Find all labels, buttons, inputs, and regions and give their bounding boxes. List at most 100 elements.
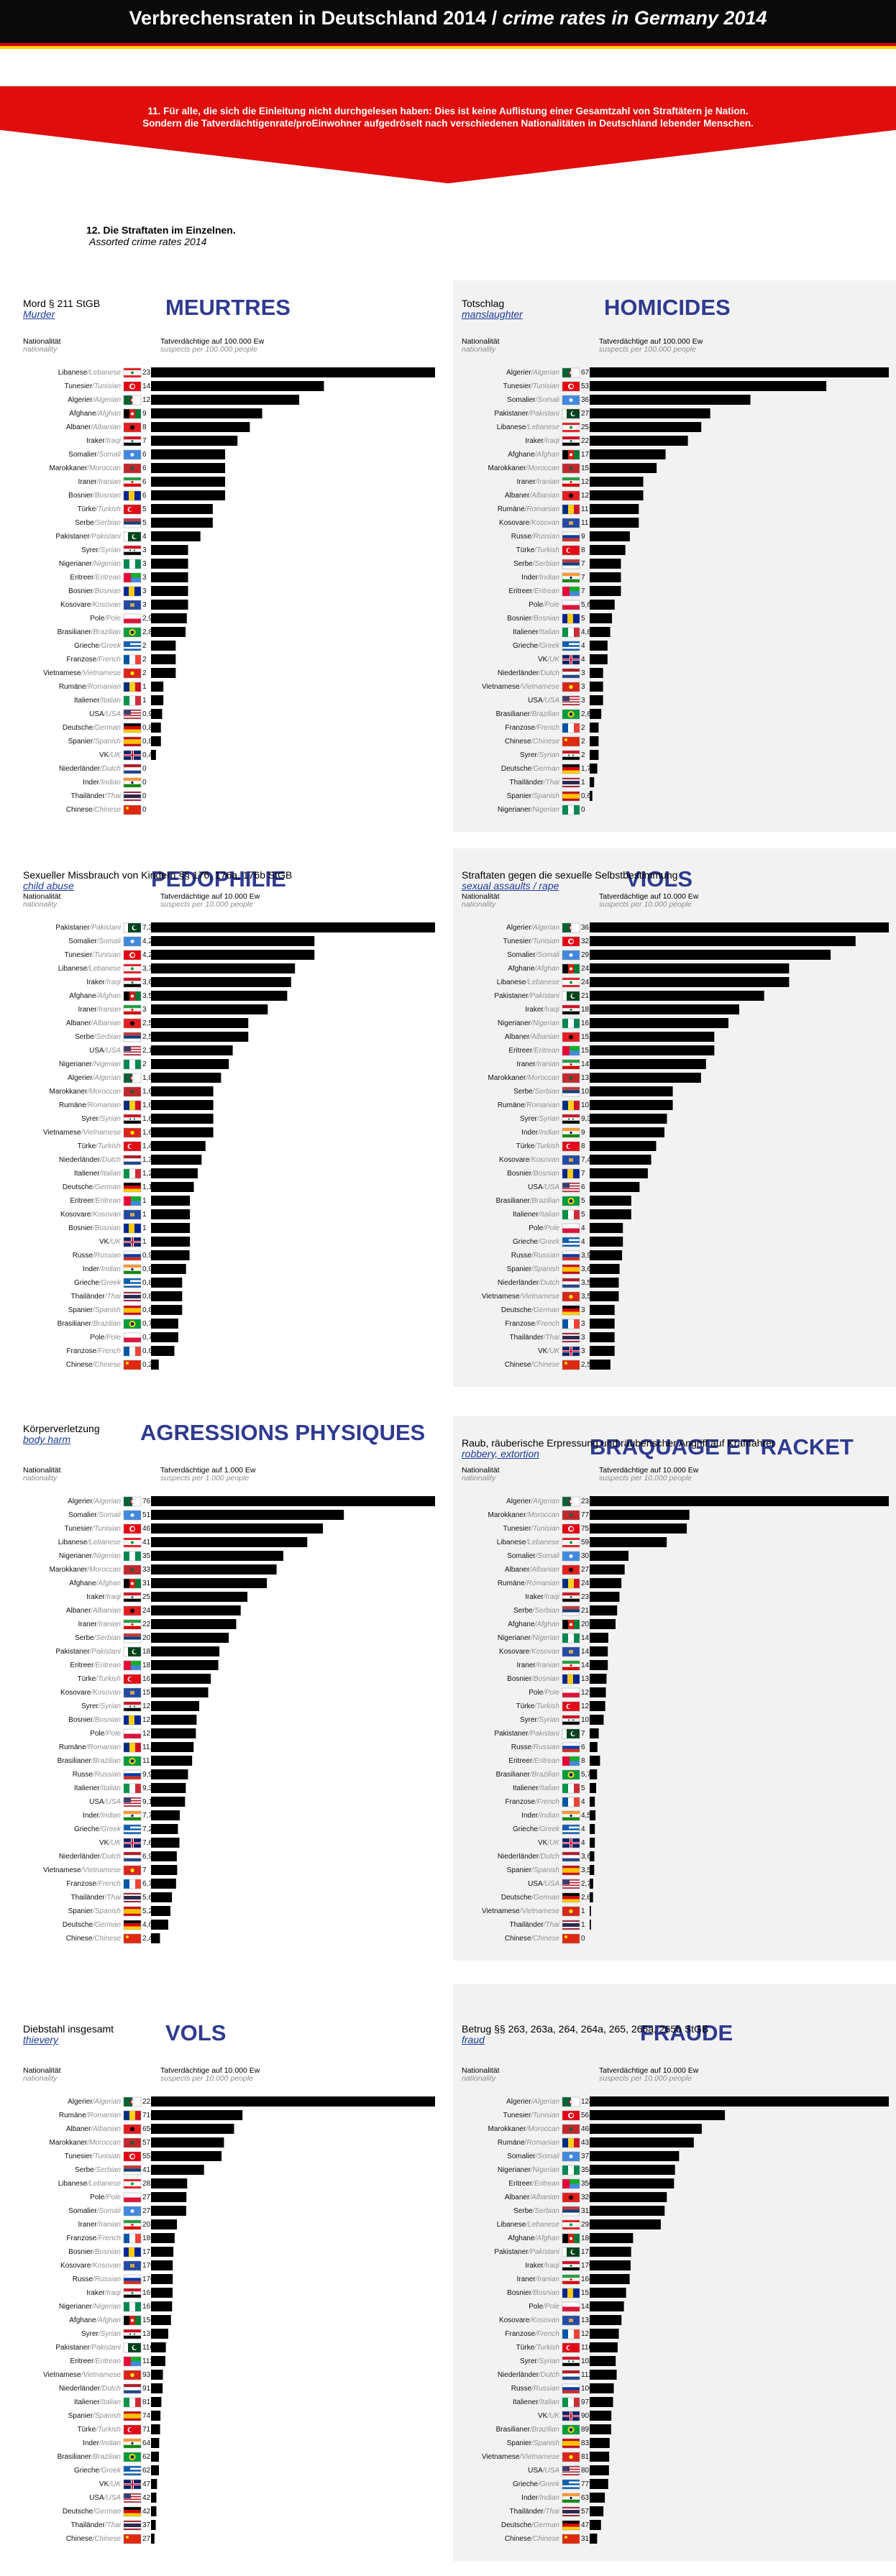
category-label: Franzose/French [505,1320,559,1328]
chart-panel-8: FRAUDE Betrug §§ 263, 263a, 264, 264a, 26… [453,1984,896,2561]
flag-icon-ir [123,477,142,487]
flag-icon-us [123,709,142,720]
data-label: 83 [581,2439,590,2447]
bar [590,2124,702,2134]
flag-icon-br [562,2424,580,2435]
category-label: Marokkaner/Moroccan [488,464,560,472]
bar [151,2452,160,2462]
bar [151,1701,200,1711]
data-label: 9,1 [142,1798,152,1806]
flag-icon-it [562,1783,580,1794]
flag-icon-th [562,1920,580,1930]
category-label: Niederländer/Dutch [498,2371,560,2379]
data-label: 23 [142,369,151,377]
flag-icon-ng [562,2165,580,2176]
bar [590,963,790,973]
bar [151,395,300,405]
data-label: 15 [581,1033,590,1041]
data-label: 47 [142,2480,151,2488]
data-label: 32 [581,938,590,945]
bar [151,1237,191,1247]
category-label: Türke/Turkish [78,1675,122,1683]
data-label: 1,3 [142,1156,152,1164]
data-label: 71 [142,2426,151,2434]
category-label: Pole/Pole [529,1689,559,1697]
flag-icon-in [123,1810,142,1821]
chart-title: MEURTRES [165,295,291,320]
intro-line-1: 11. Für alle, die sich die Einleitung ni… [147,106,749,116]
category-label: Marokkaner/Moroccan [488,1511,560,1519]
data-label: 6,7 [142,1880,152,1888]
bar [151,2342,166,2352]
bar [151,641,176,651]
category-label: Algerier/Algerian [506,2098,559,2106]
category-label: Albaner/Albanian [66,1019,122,1027]
category-label: USA/USA [528,1880,559,1888]
category-label: Türke/Turkish [78,1142,122,1150]
unit-header: Tatverdächtige auf 10.000 Ew suspects per… [160,2066,260,2083]
bar [590,1155,652,1165]
bar [590,950,831,960]
category-label: Tunesier/Tunisian [65,2153,122,2160]
bar [590,1237,623,1247]
category-label: Italiener/Italian [513,2398,559,2406]
bar [590,991,764,1001]
flag-icon-nl [123,764,142,774]
bar [590,463,657,473]
category-label: Brasilianer/Brazilian [496,2426,560,2434]
bar [151,963,296,973]
data-label: 3 [581,1347,585,1355]
data-label: 27 [581,1566,590,1574]
flag-icon-es [123,1906,142,1917]
bar [151,2438,160,2448]
flag-icon-tn [562,1523,580,1534]
flag-icon-so [562,950,580,961]
bar [590,1127,664,1137]
flag-icon-sy [562,750,580,761]
category-label: Eritreer/Eritrean [70,1661,121,1669]
bar [590,668,603,678]
flag-icon-al [562,1564,580,1575]
category-label: Albaner/Albanian [505,492,560,500]
bar [590,1838,595,1848]
data-label: 2,1 [142,1047,152,1055]
data-label: 17 [581,451,590,459]
bar [590,1018,728,1028]
flag-icon-nl [562,2370,580,2380]
category-label: Tunesier/Tunisian [503,1525,560,1533]
bar [590,709,602,719]
flag-icon-es [562,1264,580,1275]
flag-icon-es [562,791,580,802]
bar [151,1346,175,1356]
category-label: Franzose/French [66,1347,121,1355]
flag-icon-th [123,2520,142,2531]
data-label: 21 [581,992,590,1000]
data-label: 1,1 [142,1183,152,1191]
flag-icon-es [123,2411,142,2421]
data-label: 77 [581,1511,590,1519]
flag-icon-gr [123,2465,142,2476]
data-label: 185 [142,2234,155,2242]
bar [151,736,161,746]
category-label: Franzose/French [505,2330,559,2338]
category-label: Pole/Pole [90,615,121,623]
bar [590,936,856,946]
flag-icon-us [123,2493,142,2503]
data-label: 31 [581,2535,590,2543]
bar [151,1687,209,1697]
data-label: 3 [581,1306,585,1314]
nationality-header: Nationalität nationality [23,2066,61,2083]
flag-icon-pl [562,600,580,610]
flag-icon-pk [123,922,142,933]
data-label: 354 [581,2166,593,2174]
category-label: Deutsche/German [501,2521,560,2529]
category-label: Pole/Pole [90,1334,121,1342]
category-label: Grieche/Greek [74,1825,122,1833]
data-label: 4 [142,533,147,541]
flag-icon-ma [123,1086,142,1097]
flag-icon-th [123,1291,142,1302]
flag-icon-vn [562,1906,580,1917]
data-label: 11,4 [142,1743,156,1751]
data-label: 2,9 [142,615,152,623]
data-label: 4,5 [581,1812,591,1820]
